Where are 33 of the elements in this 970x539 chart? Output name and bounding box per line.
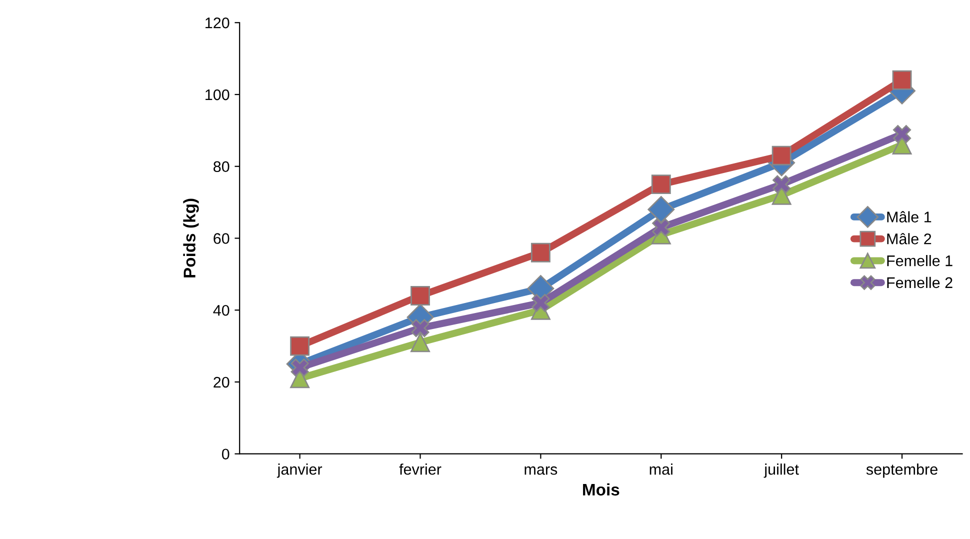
point <box>530 242 550 262</box>
point <box>532 294 550 312</box>
point <box>652 218 670 236</box>
legend-label: Mâle 2 <box>887 233 932 244</box>
x-axis-title: Mois <box>583 483 620 496</box>
x-tick-label: mai <box>650 464 672 475</box>
legend-label: Femelle 2 <box>887 276 952 288</box>
point <box>290 336 310 356</box>
y-axis-title: Poids (kg) <box>183 198 199 278</box>
y-tick-label: 40 <box>213 304 230 316</box>
y-tick-label: 80 <box>214 161 230 172</box>
y-tick-label: 60 <box>214 233 230 244</box>
x-tick-label: mars <box>524 466 558 475</box>
point <box>410 332 430 352</box>
x-tick-label: septembre <box>866 464 938 478</box>
x-tick-label: juillet <box>764 464 799 478</box>
point <box>648 196 675 223</box>
point <box>772 175 791 194</box>
y-tick-label: 120 <box>206 18 230 28</box>
point <box>411 319 430 338</box>
point <box>892 70 912 90</box>
y-tick-label: 100 <box>206 89 230 100</box>
point <box>651 174 671 194</box>
x-tick-label: fevrier <box>399 464 442 475</box>
point <box>290 358 309 377</box>
y-tick-label: 0 <box>222 448 230 460</box>
point <box>410 286 430 306</box>
legend-label: Femelle 1 <box>887 254 952 266</box>
point <box>772 146 792 166</box>
legend-label: Mâle 1 <box>887 211 932 222</box>
point <box>892 125 912 144</box>
x-tick-label: janvier <box>276 464 322 478</box>
y-tick-label: 20 <box>214 376 230 388</box>
